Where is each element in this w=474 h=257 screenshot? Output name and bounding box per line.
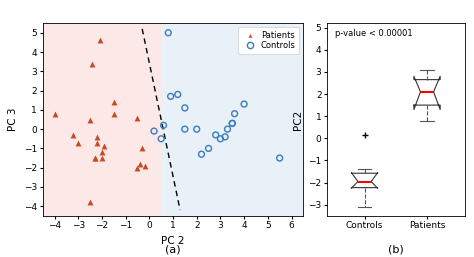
Patients xyxy=(110,112,118,116)
Text: (b): (b) xyxy=(388,245,404,255)
Controls xyxy=(228,121,236,125)
Controls xyxy=(224,127,231,131)
Patients xyxy=(89,62,96,66)
Controls xyxy=(181,106,189,110)
Controls xyxy=(164,31,172,35)
Controls xyxy=(221,135,229,139)
Bar xyxy=(161,23,303,216)
Controls xyxy=(217,137,224,141)
Patients xyxy=(100,144,108,149)
Y-axis label: PC 3: PC 3 xyxy=(9,108,18,131)
Legend: Patients, Controls: Patients, Controls xyxy=(238,27,299,54)
Patients xyxy=(51,112,58,116)
Controls xyxy=(198,152,205,156)
Controls xyxy=(157,137,165,141)
Bar xyxy=(43,23,161,216)
Controls xyxy=(240,102,248,106)
Patients xyxy=(91,156,99,160)
X-axis label: PC 2: PC 2 xyxy=(161,236,185,246)
Y-axis label: PC2: PC2 xyxy=(293,109,303,130)
Controls xyxy=(174,92,182,96)
Text: p-value < 0.00001: p-value < 0.00001 xyxy=(335,29,413,38)
Controls xyxy=(193,127,201,131)
Patients xyxy=(136,162,144,166)
Patients xyxy=(138,146,146,151)
Controls xyxy=(160,123,167,127)
Patients xyxy=(134,116,141,120)
Patients xyxy=(74,141,82,145)
Patients xyxy=(96,39,103,43)
Controls xyxy=(167,94,174,98)
Patients xyxy=(86,200,94,205)
Controls xyxy=(231,112,238,116)
Patients xyxy=(86,117,94,122)
Controls xyxy=(276,156,283,160)
Patients xyxy=(93,135,101,139)
Controls xyxy=(228,121,236,125)
Controls xyxy=(205,146,212,151)
Patients xyxy=(70,133,77,137)
Controls xyxy=(181,127,189,131)
Patients xyxy=(98,156,106,160)
Text: (a): (a) xyxy=(165,245,181,255)
Patients xyxy=(141,164,148,168)
Patients xyxy=(91,156,99,160)
Patients xyxy=(110,100,118,104)
Controls xyxy=(212,133,219,137)
Patients xyxy=(134,166,141,170)
Patients xyxy=(93,141,101,145)
Controls xyxy=(150,129,158,133)
Patients xyxy=(98,150,106,154)
